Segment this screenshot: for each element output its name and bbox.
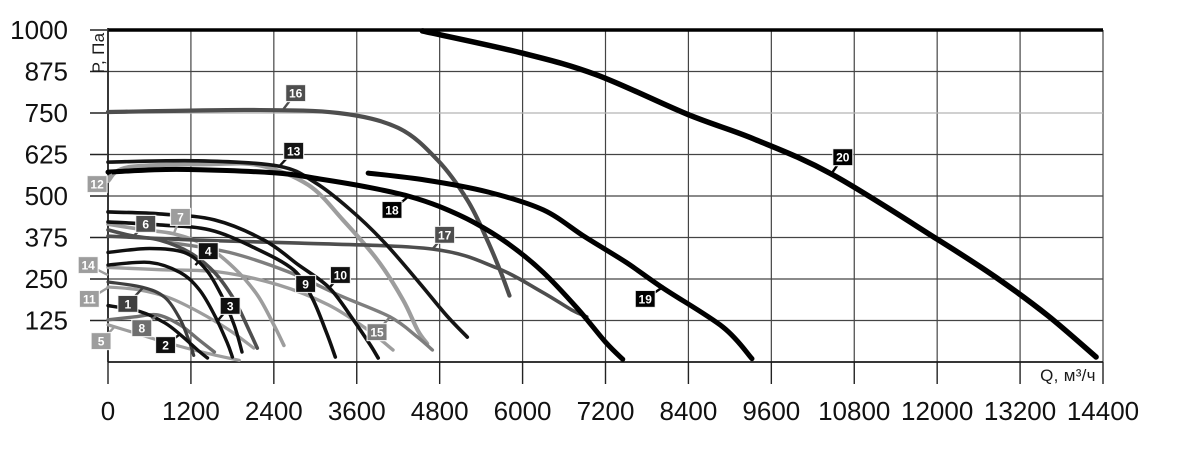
x-axis-title: Q, м³/ч [1040, 366, 1096, 385]
curve-badge-box-14 [77, 255, 99, 275]
y-axis-title: Р, Па [89, 32, 108, 74]
curve-badge-12: 12 [86, 174, 108, 194]
curve-badge-box-8 [131, 319, 153, 338]
curve-badge-box-16 [285, 83, 307, 103]
curve-badge-box-2 [154, 335, 177, 355]
curve-badge-8: 8 [131, 319, 153, 338]
curve-badge-1: 1 [117, 294, 139, 313]
curve-9 [106, 220, 338, 359]
x-tick-label: 12000 [901, 396, 973, 426]
curve-13 [106, 158, 470, 339]
y-tick-label: 625 [25, 140, 68, 170]
x-tick-label: 3600 [328, 396, 386, 426]
curve-badge-box-9 [295, 274, 317, 294]
curve-badge-3: 3 [219, 296, 241, 315]
curve-badge-number-12: 12 [90, 178, 104, 192]
curve-20 [419, 28, 1099, 360]
curve-badge-number-9: 9 [302, 277, 309, 291]
curve-badge-box-6 [135, 214, 157, 233]
curve-badge-number-8: 8 [138, 322, 145, 336]
curve-badge-18: 18 [381, 200, 403, 220]
curve-badge-number-6: 6 [142, 217, 149, 231]
curve-badge-10: 10 [329, 265, 351, 285]
y-tick-label: 1000 [10, 15, 68, 45]
x-tick-label: 7200 [577, 396, 635, 426]
y-tick-label: 125 [25, 306, 68, 336]
curve-badge-number-11: 11 [83, 292, 96, 306]
curve-badge-number-16: 16 [289, 87, 303, 101]
curve-badge-number-1: 1 [124, 297, 131, 311]
curve-badge-number-2: 2 [162, 339, 169, 353]
curve-3 [106, 260, 235, 359]
curve-badge-6: 6 [135, 214, 157, 233]
x-tick-label: 0 [101, 396, 115, 426]
curve-8 [106, 312, 217, 354]
curve-16 [105, 107, 512, 298]
curve-badge-box-18 [381, 200, 403, 220]
curve-badge-17: 17 [434, 225, 456, 244]
curve-badge-15: 15 [366, 323, 388, 342]
curve-badge-box-3 [219, 296, 241, 315]
curve-badge-box-12 [86, 174, 108, 194]
curve-badge-number-4: 4 [205, 245, 212, 259]
curve-badge-4: 4 [197, 242, 219, 261]
curve-19 [365, 170, 755, 362]
curve-17 [106, 234, 589, 319]
x-tick-label: 9600 [742, 396, 800, 426]
curve-badge-9: 9 [295, 274, 317, 294]
curve-badge-20: 20 [832, 148, 854, 167]
curve-badge-number-18: 18 [385, 203, 399, 217]
curve-badge-7: 7 [169, 207, 192, 227]
curve-12 [105, 161, 430, 346]
x-tick-label: 4800 [411, 396, 469, 426]
curve-badge-number-14: 14 [81, 259, 95, 273]
curve-badge-13: 13 [283, 141, 305, 160]
curve-badge-19: 19 [634, 289, 656, 309]
x-tick-label: 14400 [1067, 396, 1139, 426]
curve-badge-5: 5 [90, 331, 112, 351]
curve-11 [106, 285, 256, 350]
curve-badge-number-17: 17 [438, 228, 452, 242]
x-tick-label: 8400 [659, 396, 717, 426]
curve-badge-number-7: 7 [177, 210, 184, 224]
curve-badge-box-4 [197, 242, 219, 261]
curve-badge-box-1 [117, 294, 139, 313]
y-tick-label: 500 [25, 181, 68, 211]
y-tick-label: 750 [25, 98, 68, 128]
curve-18 [105, 166, 626, 362]
curve-badge-16: 16 [285, 83, 307, 103]
curve-badge-box-20 [832, 148, 854, 167]
x-tick-label: 1200 [162, 396, 220, 426]
x-tick-label: 2400 [245, 396, 303, 426]
curve-badge-box-19 [634, 289, 656, 309]
y-tick-label: 875 [25, 57, 68, 87]
x-tick-label: 10800 [818, 396, 890, 426]
curve-badge-number-13: 13 [287, 144, 301, 158]
x-tick-label: 13200 [984, 396, 1056, 426]
curve-badge-2: 2 [154, 335, 177, 355]
curve-badge-number-15: 15 [370, 326, 384, 340]
curve-badge-number-20: 20 [836, 151, 850, 165]
curve-4 [106, 246, 244, 354]
curve-badge-box-7 [169, 207, 192, 227]
curve-15 [167, 240, 435, 352]
curve-badge-number-5: 5 [98, 335, 105, 349]
curve-badge-11: 11 [78, 289, 100, 309]
curve-badge-box-15 [366, 323, 388, 342]
curve-badge-box-13 [283, 141, 305, 160]
y-tick-label: 375 [25, 223, 68, 253]
curve-badge-box-5 [90, 331, 112, 351]
y-tick-label: 250 [25, 264, 68, 294]
curve-badge-box-10 [329, 265, 351, 285]
curve-badge-number-10: 10 [334, 269, 348, 283]
curve-badge-number-19: 19 [639, 292, 653, 306]
curve-badge-14: 14 [77, 255, 99, 275]
curve-badge-number-3: 3 [227, 299, 234, 313]
curve-badge-box-11 [78, 289, 100, 309]
curve-badge-box-17 [434, 225, 456, 244]
x-tick-label: 6000 [494, 396, 552, 426]
